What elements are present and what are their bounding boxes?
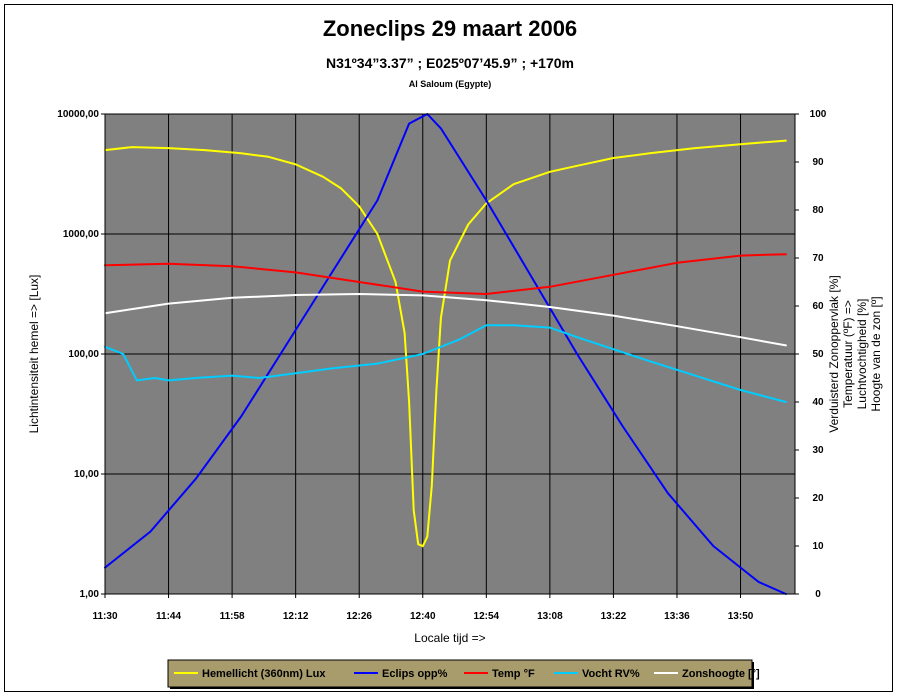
y-right-tick-label: 40 bbox=[812, 397, 824, 408]
y-left-tick-labels: 1,00 10,00 100,00 1000,00 10000,00 bbox=[57, 109, 105, 600]
y-right-tick-label: 60 bbox=[812, 301, 824, 312]
y-right-axis-label: Hoogte van de zon [º] bbox=[869, 296, 883, 411]
y-left-tick-label: 100,00 bbox=[68, 349, 99, 360]
series-line bbox=[104, 324, 787, 403]
x-tick-label: 12:12 bbox=[283, 611, 309, 622]
chart-subtitle-location: Al Saloum (Egypte) bbox=[409, 79, 492, 89]
x-tick-label: 13:22 bbox=[601, 611, 627, 622]
x-tick-label: 13:50 bbox=[728, 611, 754, 622]
x-tick-label: 13:08 bbox=[537, 611, 563, 622]
series-line bbox=[104, 113, 787, 595]
x-tick-labels: 11:30 11:44 11:58 12:12 12:26 12:40 12:54 13:08… bbox=[92, 594, 754, 622]
x-tick-label: 12:40 bbox=[410, 611, 436, 622]
x-tick-label: 11:30 bbox=[92, 611, 117, 622]
legend-label: Temp °F bbox=[492, 668, 535, 680]
y-left-axis-label: Lichtintensiteit hemel => [Lux] bbox=[27, 275, 41, 434]
chart-subtitle: N31º34”3.37” ; E025º07’45.9” ; +170m bbox=[326, 55, 574, 71]
series-layer bbox=[104, 113, 787, 595]
y-left-tick-label: 10000,00 bbox=[57, 109, 99, 120]
legend-label: Vocht RV% bbox=[582, 668, 640, 680]
legend-label: Eclips opp% bbox=[382, 668, 448, 680]
x-axis-label: Locale tijd => bbox=[414, 631, 485, 645]
legend-label: Hemellicht (360nm) Lux bbox=[202, 668, 326, 680]
x-tick-label: 13:36 bbox=[664, 611, 690, 622]
y-left-tick-label: 1000,00 bbox=[63, 229, 100, 240]
series-line bbox=[104, 293, 787, 347]
y-right-tick-label: 10 bbox=[812, 541, 824, 552]
y-right-axis-label: Luchtvochtigheid [%] bbox=[855, 299, 869, 410]
y-right-tick-label: 0 bbox=[815, 589, 821, 600]
x-tick-label: 12:26 bbox=[346, 611, 372, 622]
y-right-tick-label: 20 bbox=[812, 493, 824, 504]
x-tick-label: 11:58 bbox=[220, 611, 245, 622]
x-tick-label: 11:44 bbox=[156, 611, 181, 622]
y-right-tick-label: 90 bbox=[812, 157, 824, 168]
y-left-tick-label: 10,00 bbox=[74, 469, 99, 480]
y-left-tick-label: 1,00 bbox=[80, 589, 100, 600]
y-right-tick-label: 50 bbox=[812, 349, 824, 360]
y-right-axis-labels: Verduisterd Zonoppervlak [%] Temperatuur … bbox=[827, 275, 883, 432]
chart-title: Zoneclips 29 maart 2006 bbox=[323, 16, 577, 41]
y-right-tick-label: 80 bbox=[812, 205, 824, 216]
y-right-axis-label: Verduisterd Zonoppervlak [%] bbox=[827, 275, 841, 432]
y-right-tick-labels: 0 10 20 30 40 50 60 70 80 90 100 bbox=[795, 109, 827, 600]
series-line bbox=[104, 253, 787, 295]
series-line bbox=[104, 139, 787, 548]
legend: Hemellicht (360nm) Lux Eclips opp% Temp °F… bbox=[167, 659, 760, 689]
y-right-tick-label: 70 bbox=[812, 253, 824, 264]
y-right-axis-label: Temperatuur (ºF) => bbox=[841, 300, 855, 408]
legend-label: Zonshoogte [°] bbox=[682, 668, 760, 680]
y-right-tick-label: 100 bbox=[810, 109, 827, 120]
x-tick-label: 12:54 bbox=[474, 611, 500, 622]
y-right-tick-label: 30 bbox=[812, 445, 824, 456]
